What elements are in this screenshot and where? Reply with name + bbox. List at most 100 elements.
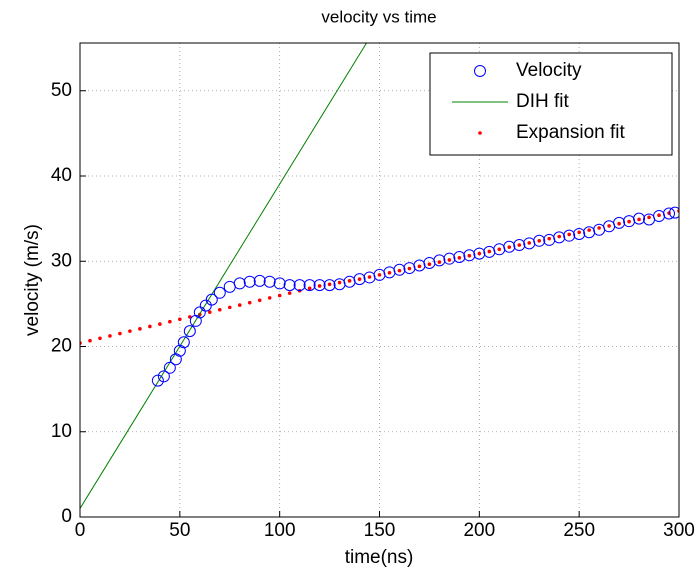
fit-dot bbox=[237, 303, 242, 307]
fit-dot bbox=[657, 213, 661, 218]
y-tick-label: 0 bbox=[61, 506, 72, 527]
velocity-point bbox=[669, 206, 679, 219]
fit-dot bbox=[128, 329, 132, 333]
velocity-point bbox=[177, 336, 190, 349]
velocity-point bbox=[193, 306, 206, 319]
fit-dot bbox=[487, 249, 492, 254]
fit-dot bbox=[467, 253, 472, 258]
fit-dot bbox=[617, 221, 621, 226]
velocity-point bbox=[463, 249, 476, 262]
fit-dot bbox=[427, 262, 432, 267]
velocity-point bbox=[283, 279, 296, 292]
fit-dot bbox=[287, 291, 292, 295]
velocity-point bbox=[473, 247, 486, 260]
fit-dot bbox=[168, 319, 172, 324]
velocity-point bbox=[613, 216, 626, 229]
velocity-point bbox=[303, 279, 316, 292]
x-axis-label: time(ns) bbox=[345, 547, 414, 568]
velocity-point bbox=[433, 254, 446, 267]
y-tick-label: 50 bbox=[51, 80, 72, 101]
fit-dot bbox=[158, 322, 162, 326]
fit-dot bbox=[317, 284, 322, 288]
velocity-point bbox=[443, 252, 456, 265]
x-tick-label: 250 bbox=[563, 520, 595, 541]
fit-dot bbox=[627, 219, 631, 224]
velocity-point bbox=[293, 279, 306, 292]
legend-symbol bbox=[474, 65, 486, 77]
x-tick-label: 200 bbox=[463, 520, 495, 541]
fit-dot bbox=[138, 327, 142, 331]
fit-dot bbox=[637, 217, 641, 222]
fit-dot bbox=[347, 279, 352, 283]
velocity-point bbox=[393, 263, 406, 276]
fit-dot bbox=[178, 317, 182, 322]
fit-dot bbox=[217, 307, 222, 312]
fit-dot bbox=[397, 268, 402, 273]
fit-dot bbox=[457, 256, 462, 260]
fit-dot bbox=[417, 264, 422, 269]
velocity-point bbox=[151, 374, 164, 387]
velocity-point bbox=[273, 277, 286, 290]
legend: Velocity DIH fit Expansion fit bbox=[429, 52, 673, 156]
fit-dot bbox=[98, 336, 102, 341]
velocity-point bbox=[263, 275, 276, 288]
marks bbox=[80, 43, 679, 509]
legend-label: Velocity bbox=[516, 60, 582, 81]
velocity-point bbox=[453, 250, 466, 263]
legend-box bbox=[429, 52, 673, 156]
velocity-point bbox=[563, 229, 576, 242]
fit-dot bbox=[547, 236, 552, 241]
velocity-point bbox=[323, 279, 336, 292]
fit-dot bbox=[477, 251, 482, 256]
velocity-point bbox=[553, 231, 566, 244]
x-tick-label: 0 bbox=[75, 520, 86, 541]
fit-dot bbox=[267, 296, 272, 300]
fit-dot bbox=[537, 238, 542, 243]
fit-dot bbox=[307, 286, 312, 291]
velocity-point bbox=[243, 275, 256, 288]
fit-dot bbox=[567, 232, 571, 237]
velocity-point bbox=[163, 361, 176, 374]
y-tick-label: 40 bbox=[51, 165, 72, 186]
fit-dot bbox=[407, 266, 412, 271]
x-tick-label: 300 bbox=[663, 520, 695, 541]
velocity-point bbox=[573, 227, 586, 240]
velocity-point bbox=[313, 279, 326, 292]
fit-dot bbox=[247, 300, 252, 305]
velocity-point bbox=[353, 273, 366, 286]
fit-dot bbox=[327, 282, 332, 287]
fit-dot bbox=[108, 334, 112, 338]
fit-dot bbox=[88, 338, 92, 343]
y-tick-label: 20 bbox=[51, 336, 72, 357]
velocity-point bbox=[183, 325, 196, 338]
fit-dot bbox=[437, 260, 442, 264]
velocity-point bbox=[157, 370, 170, 383]
fit-dot bbox=[377, 273, 382, 277]
fit-dot bbox=[557, 234, 561, 239]
fit-dot bbox=[527, 241, 532, 245]
fit-dot bbox=[227, 305, 232, 310]
velocity-point bbox=[533, 234, 546, 247]
fit-dot bbox=[207, 310, 212, 314]
fit-dot bbox=[277, 293, 282, 298]
fit-dot bbox=[587, 228, 591, 232]
fit-dot bbox=[597, 226, 601, 230]
fit-dot bbox=[517, 243, 522, 247]
velocity-point bbox=[253, 274, 266, 287]
fit-dot bbox=[577, 230, 581, 235]
y-tick-label: 10 bbox=[51, 421, 72, 442]
x-tick-label: 150 bbox=[364, 520, 396, 541]
y-axis-label: velocity (m/s) bbox=[22, 224, 43, 336]
y-tick-label: 30 bbox=[51, 250, 72, 271]
legend-label: DIH fit bbox=[516, 91, 570, 112]
fit-dot bbox=[647, 215, 651, 220]
fit-dot bbox=[497, 247, 502, 252]
legend-label: Expansion fit bbox=[516, 122, 626, 143]
x-tick-label: 50 bbox=[169, 520, 190, 541]
velocity-point bbox=[633, 212, 646, 225]
fit-dot bbox=[607, 224, 611, 228]
chart-title: velocity vs time bbox=[321, 7, 436, 26]
fit-dot bbox=[118, 331, 122, 336]
velocity-point bbox=[663, 207, 676, 220]
